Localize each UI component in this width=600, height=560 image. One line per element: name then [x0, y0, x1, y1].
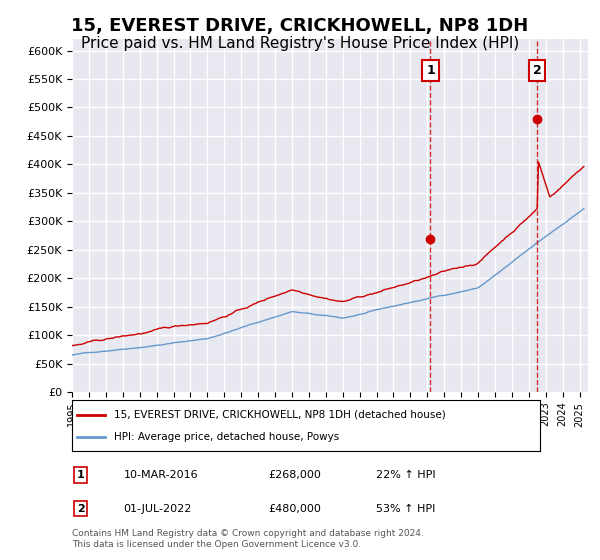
Text: Contains HM Land Registry data © Crown copyright and database right 2024.
This d: Contains HM Land Registry data © Crown c… [72, 529, 424, 549]
Text: 15, EVEREST DRIVE, CRICKHOWELL, NP8 1DH: 15, EVEREST DRIVE, CRICKHOWELL, NP8 1DH [71, 17, 529, 35]
Text: HPI: Average price, detached house, Powys: HPI: Average price, detached house, Powy… [114, 432, 340, 442]
Text: 10-MAR-2016: 10-MAR-2016 [124, 470, 198, 480]
Text: Price paid vs. HM Land Registry's House Price Index (HPI): Price paid vs. HM Land Registry's House … [81, 36, 519, 52]
Text: 1: 1 [426, 64, 435, 77]
Text: 1: 1 [77, 470, 85, 480]
Text: 01-JUL-2022: 01-JUL-2022 [124, 503, 192, 514]
Text: 22% ↑ HPI: 22% ↑ HPI [376, 470, 436, 480]
Text: 2: 2 [533, 64, 542, 77]
Text: 15, EVEREST DRIVE, CRICKHOWELL, NP8 1DH (detached house): 15, EVEREST DRIVE, CRICKHOWELL, NP8 1DH … [114, 409, 446, 419]
Text: £268,000: £268,000 [269, 470, 322, 480]
Text: £480,000: £480,000 [269, 503, 322, 514]
Text: 53% ↑ HPI: 53% ↑ HPI [376, 503, 436, 514]
Text: 2: 2 [77, 503, 85, 514]
